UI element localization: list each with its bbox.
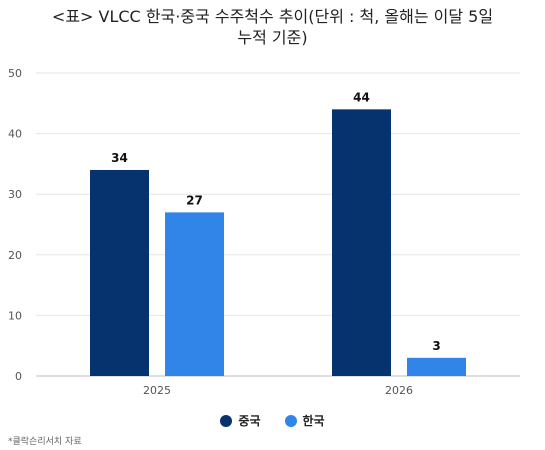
chart-data-labels: 34 27 44 3 xyxy=(111,90,441,352)
legend-swatch-china xyxy=(220,414,233,427)
source-note: *클락슨리서치 자료 xyxy=(8,437,82,447)
legend-item-korea[interactable]: 한국 xyxy=(284,412,325,429)
legend-item-china[interactable]: 중국 xyxy=(220,412,261,429)
legend-label-china: 중국 xyxy=(238,414,261,428)
legend-swatch-korea xyxy=(284,414,297,427)
data-label: 34 xyxy=(111,151,128,165)
bar-china-2026[interactable] xyxy=(332,109,391,377)
y-tick-label: 10 xyxy=(8,309,22,322)
y-tick-label: 0 xyxy=(15,370,22,383)
chart-title-line-1: <표> VLCC 한국·중국 수주척수 추이(단위 : 척, 올해는 이달 5일 xyxy=(51,7,494,26)
bar-korea-2026[interactable] xyxy=(407,357,466,376)
data-label: 3 xyxy=(432,339,440,353)
y-tick-label: 20 xyxy=(8,249,22,262)
bar-china-2025[interactable] xyxy=(90,169,149,376)
data-label: 27 xyxy=(186,193,203,207)
chart-legend: 중국 한국 xyxy=(0,412,545,429)
x-axis-ticks: 2025 2026 xyxy=(143,384,413,397)
chart-title: <표> VLCC 한국·중국 수주척수 추이(단위 : 척, 올해는 이달 5일… xyxy=(0,6,545,48)
x-tick-label: 2025 xyxy=(143,384,171,397)
bar-korea-2025[interactable] xyxy=(165,212,224,376)
y-axis-ticks: 0 10 20 30 40 50 xyxy=(8,67,22,383)
chart-bars xyxy=(90,109,466,377)
x-tick-label: 2026 xyxy=(385,384,413,397)
legend-label-korea: 한국 xyxy=(302,414,325,428)
y-tick-label: 30 xyxy=(8,188,22,201)
data-label: 44 xyxy=(353,90,370,104)
y-tick-label: 40 xyxy=(8,128,22,141)
y-tick-label: 50 xyxy=(8,67,22,80)
chart-title-line-2: 누적 기준) xyxy=(237,28,308,47)
